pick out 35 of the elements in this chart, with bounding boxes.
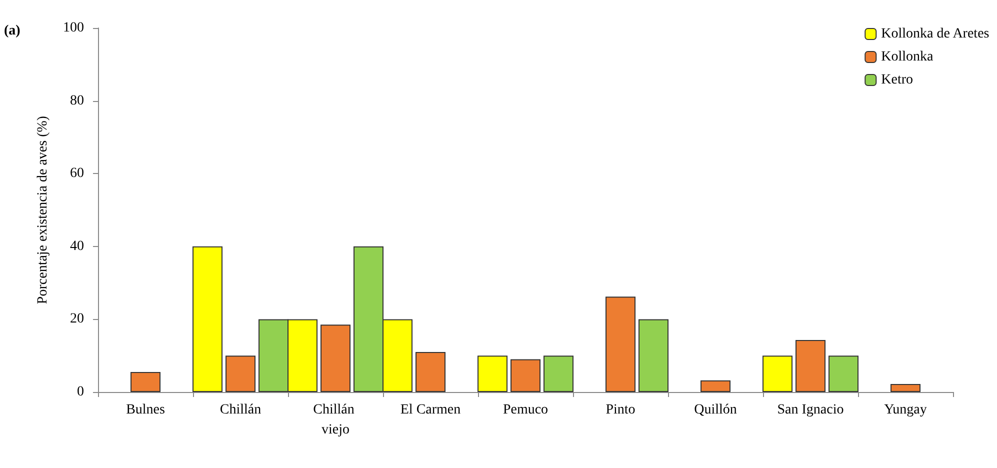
y-tick-label: 80 — [70, 93, 84, 108]
bar — [226, 356, 256, 392]
y-tick-label: 100 — [63, 20, 84, 36]
x-tick-label: Chillán viejo — [313, 402, 358, 438]
y-tick-label: 60 — [70, 166, 84, 182]
legend-label: Ketro — [881, 72, 914, 88]
y-tick-label: 0 — [77, 384, 84, 400]
legend-label: Kollonka de Aretes — [881, 26, 990, 42]
bar — [638, 319, 668, 392]
y-tick-label: 20 — [70, 312, 84, 327]
bar — [890, 384, 920, 392]
x-tick-label: El Carmen — [400, 402, 461, 418]
bar — [700, 380, 730, 392]
bar — [320, 324, 350, 392]
bar — [130, 372, 160, 392]
x-tick-label: Bulnes — [126, 402, 165, 418]
bar — [544, 356, 574, 392]
bar — [762, 356, 792, 392]
x-tick-label: San Ignacio — [777, 402, 844, 418]
bar — [828, 356, 858, 392]
bar — [416, 352, 446, 392]
text: (a) — [4, 24, 21, 38]
y-tick-label: 40 — [70, 238, 84, 254]
x-tick-label: Pemuco — [502, 402, 548, 418]
bar — [606, 296, 636, 392]
y-axis-title: Porcentaje existencia de aves (%) — [36, 116, 50, 304]
legend-label: Kollonka — [881, 50, 934, 64]
bar — [478, 356, 508, 392]
x-tick-label: Yungay — [884, 402, 927, 418]
x-tick-label: Chillán — [220, 402, 262, 418]
x-tick-label: Quillón — [694, 402, 737, 418]
bar — [796, 340, 826, 392]
bar — [510, 359, 540, 392]
bar — [192, 246, 222, 392]
x-tick-label: Pinto — [606, 402, 636, 418]
